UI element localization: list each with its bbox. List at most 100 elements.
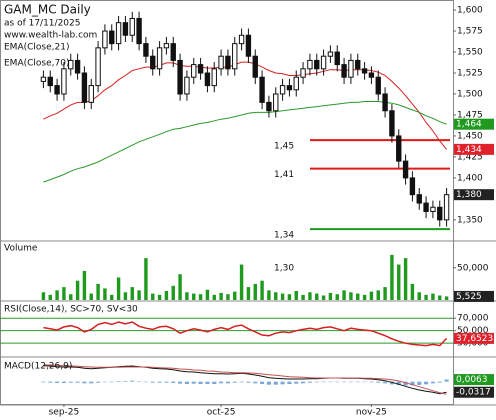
candle-body (341, 64, 347, 78)
candle-body (129, 17, 135, 36)
candle-body (81, 72, 88, 103)
value-marker-label: 37,6523 (456, 334, 493, 344)
value-marker-label: 1,380 (456, 190, 482, 200)
bar (130, 287, 134, 300)
bar (226, 294, 230, 300)
histogram-bar (444, 379, 449, 382)
histogram-bar (164, 381, 169, 383)
bar (137, 290, 141, 300)
candle-body (307, 59, 313, 70)
histogram-bar (123, 381, 128, 382)
x-tick-label: sep-25 (49, 408, 80, 418)
y-tick-label: 1,475 (457, 110, 483, 120)
bar (287, 294, 292, 300)
line (43, 364, 447, 395)
candle-body (389, 110, 395, 137)
bar (410, 283, 415, 300)
histogram-bar (342, 381, 347, 383)
candle-body (402, 160, 409, 179)
candle-body (273, 93, 279, 112)
histogram-bar (89, 381, 94, 384)
bar (116, 277, 121, 300)
bar (383, 287, 387, 300)
candle-body (191, 64, 197, 78)
bar (96, 283, 100, 300)
candle-body (238, 34, 245, 45)
legend-entry: EMA(Close,21) (4, 43, 69, 53)
value-marker-label: 1,464 (456, 120, 482, 130)
histogram-bar (403, 381, 408, 386)
histogram-bar (321, 381, 326, 383)
bar (185, 292, 189, 300)
histogram-bar (253, 381, 258, 384)
candle-body (109, 30, 115, 45)
histogram-bar (75, 381, 80, 383)
histogram-bar (82, 381, 87, 384)
histogram-bar (273, 381, 278, 385)
candle-body (211, 68, 217, 87)
source: www.wealth-lab.com (4, 31, 97, 41)
histogram-bar (280, 381, 285, 385)
bar (328, 292, 333, 300)
candle-body (314, 59, 320, 70)
bar (349, 292, 353, 300)
legend-entry: EMA(Close,70) (4, 59, 69, 69)
bar (308, 292, 312, 300)
bar (157, 294, 162, 300)
candle-body (156, 47, 163, 70)
line (43, 101, 447, 183)
value-marker-label: -0,0317 (456, 388, 491, 398)
histogram-bar (430, 381, 435, 384)
histogram-bar (335, 381, 340, 383)
histogram-bar (376, 381, 381, 383)
candle-body (320, 55, 327, 70)
bar (205, 289, 210, 300)
candle-body (102, 30, 108, 49)
bar (75, 280, 80, 300)
histogram-bar (314, 381, 319, 383)
histogram-bar (102, 381, 107, 383)
bar (301, 294, 305, 300)
histogram-bar (55, 381, 60, 383)
histogram-bar (212, 381, 217, 384)
bar (151, 293, 155, 300)
panel-title: Volume (4, 244, 38, 254)
histogram-bar (260, 381, 265, 384)
bar (390, 254, 394, 300)
bar (369, 291, 374, 300)
histogram-bar (410, 381, 415, 386)
candle-body (61, 68, 67, 95)
candle-body (143, 43, 149, 57)
y-tick-label: 50,000 (457, 326, 489, 336)
candle-body (368, 72, 375, 78)
candle-body (177, 59, 183, 95)
candle-body (170, 43, 176, 61)
candle-body (204, 72, 211, 87)
candle-body (47, 76, 53, 87)
candle-body (95, 47, 101, 87)
annotation: 1,30 (274, 264, 294, 274)
candle-body (396, 135, 402, 162)
y-tick-label: 1,425 (457, 152, 483, 162)
candle-body (382, 93, 388, 112)
histogram-bar (198, 381, 203, 384)
candle-body (163, 43, 170, 49)
bar (424, 294, 428, 300)
histogram-bar (287, 381, 292, 384)
bar (342, 290, 346, 300)
bar (315, 293, 319, 300)
value-marker (454, 118, 494, 130)
candle-body (150, 55, 156, 70)
bar (438, 295, 442, 300)
bar (69, 294, 73, 300)
bar (321, 295, 326, 300)
histogram-bar (266, 381, 271, 385)
candle-body (122, 22, 129, 36)
y-tick-label: 1,500 (457, 89, 483, 99)
y-tick-label: 1,450 (457, 131, 483, 141)
candle-body (74, 59, 81, 74)
bar (260, 280, 264, 300)
candle-body (40, 76, 47, 82)
bar (103, 288, 107, 300)
